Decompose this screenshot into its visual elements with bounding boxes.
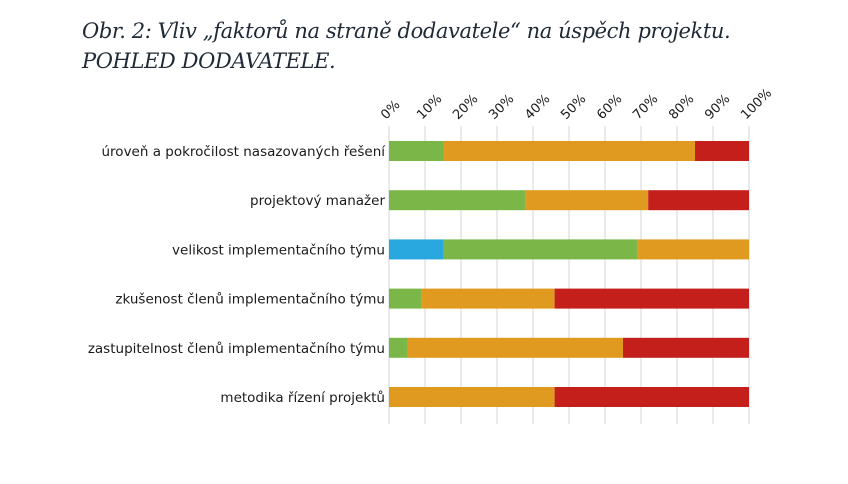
- x-tick-label: 10%: [414, 92, 445, 123]
- category-label: zkušenost členů implementačního týmu: [115, 292, 385, 308]
- bar-segment: [637, 239, 749, 260]
- x-tick-label: 50%: [558, 92, 589, 123]
- x-tick-label: 40%: [522, 92, 553, 123]
- x-tick-label: 0%: [378, 98, 403, 123]
- x-tick-label: 80%: [666, 92, 697, 123]
- bar-segment: [623, 337, 749, 358]
- x-tick-label: 70%: [630, 92, 661, 123]
- bar-segment: [407, 337, 623, 358]
- category-label: metodika řízení projektů: [220, 390, 385, 406]
- x-tick-label: 60%: [594, 92, 625, 123]
- category-label: úroveň a pokročilost nasazovaných řešení: [102, 144, 387, 160]
- bar-segment: [389, 337, 407, 358]
- bar-segment: [389, 288, 422, 309]
- x-tick-label: 20%: [450, 92, 481, 123]
- bar-segment: [525, 190, 649, 211]
- bar-segment: [389, 239, 443, 260]
- category-label: projektový manažer: [250, 193, 385, 209]
- bar-segment: [443, 239, 638, 260]
- x-tick-label: 30%: [486, 92, 517, 123]
- bar-segment: [389, 141, 443, 161]
- bar-segment: [389, 387, 555, 407]
- bar-segment: [648, 190, 749, 211]
- bar-segment: [389, 190, 526, 211]
- bar-segment: [554, 387, 749, 407]
- bar-segment: [695, 141, 749, 161]
- chart-title: Obr. 2: Vliv „faktorů na straně dodavate…: [82, 19, 731, 43]
- bars: [389, 141, 749, 407]
- category-label: zastupitelnost členů implementačního tým…: [88, 341, 385, 357]
- x-axis-ticks: 0% 10% 20% 30% 40% 50% 60% 70% 80% 90% 100%: [378, 86, 775, 123]
- bar-segment: [443, 141, 695, 161]
- bar-segment: [421, 288, 555, 309]
- chart-title-block: Obr. 2: Vliv „faktorů na straně dodavate…: [82, 16, 731, 76]
- category-labels: úroveň a pokročilost nasazovaných řešení…: [88, 144, 386, 406]
- x-tick-label: 90%: [702, 92, 733, 123]
- bar-segment: [554, 288, 749, 309]
- x-tick-label: 100%: [738, 86, 775, 123]
- chart-subtitle: POHLED DODAVATELE.: [82, 49, 336, 73]
- category-label: velikost implementačního týmu: [172, 242, 385, 258]
- gridlines: [388, 126, 750, 424]
